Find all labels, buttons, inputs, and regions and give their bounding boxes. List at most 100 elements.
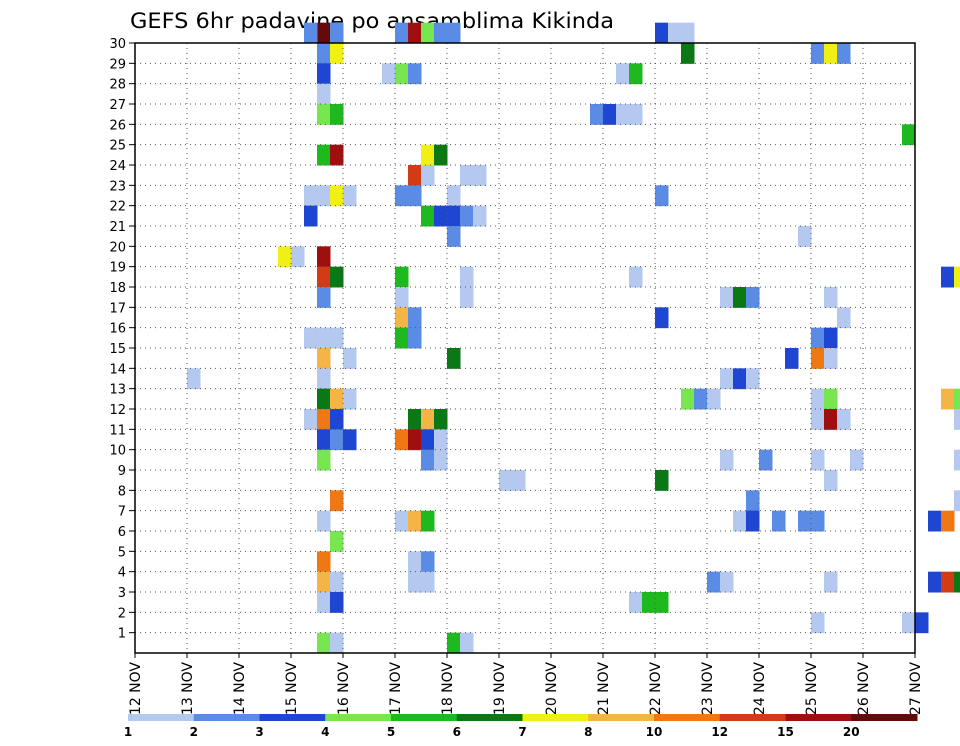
precip-cell <box>343 185 357 207</box>
precip-cell <box>304 409 318 430</box>
precip-cell <box>343 429 357 451</box>
precip-cell <box>395 266 409 288</box>
precip-cell <box>447 226 461 247</box>
colorbar-swatch <box>588 714 655 721</box>
precip-cell <box>434 409 448 430</box>
precip-cell <box>408 22 422 44</box>
precip-cell <box>330 429 344 451</box>
precip-cell <box>707 571 721 593</box>
precip-cell <box>629 63 643 85</box>
x-tick-label: 14 NOV <box>232 662 248 716</box>
precip-cell <box>408 551 422 573</box>
precip-cell <box>187 368 201 390</box>
colorbar-label: 3 <box>255 725 263 739</box>
precip-cell <box>330 592 344 613</box>
precip-cell <box>317 409 331 430</box>
precip-cell <box>928 571 942 593</box>
precip-cell <box>395 307 409 329</box>
y-tick-label: 20 <box>109 240 126 255</box>
x-tick-label: 13 NOV <box>180 662 196 716</box>
precip-cell <box>408 165 422 186</box>
precip-cell <box>694 388 708 410</box>
precip-cell <box>317 185 331 207</box>
precip-cell <box>954 266 960 288</box>
precip-cell <box>434 429 448 451</box>
precip-cell <box>954 388 960 410</box>
y-tick-label: 10 <box>109 444 126 459</box>
y-tick-label: 9 <box>118 464 126 479</box>
precip-cell <box>811 348 825 369</box>
chart-title: GEFS 6hr padavine po ansamblima Kikinda <box>130 9 614 33</box>
y-tick-label: 2 <box>118 606 126 621</box>
precip-cell <box>629 592 643 613</box>
x-tick-label: 19 NOV <box>492 662 508 716</box>
precip-cell <box>720 449 734 471</box>
precip-cell <box>824 287 838 308</box>
precip-cell <box>317 287 331 308</box>
precip-cell <box>317 632 331 654</box>
precip-cell <box>655 185 669 207</box>
precip-cell <box>824 348 838 369</box>
precip-cell <box>343 348 357 369</box>
cells-layer <box>187 22 960 654</box>
colorbar-swatch <box>456 714 523 721</box>
precip-cell <box>330 632 344 654</box>
y-tick-label: 26 <box>109 118 126 133</box>
precip-cell <box>408 185 422 207</box>
precip-cell <box>330 531 344 552</box>
precip-cell <box>590 104 604 125</box>
precip-cell <box>655 470 669 491</box>
precip-cell <box>733 368 747 390</box>
precip-cell <box>603 104 617 125</box>
precip-cell <box>317 104 331 125</box>
y-tick-label: 30 <box>109 37 126 52</box>
precip-cell <box>330 144 344 166</box>
precip-cell <box>837 43 851 64</box>
y-tick-label: 12 <box>109 403 126 418</box>
precip-cell <box>681 388 695 410</box>
colorbar-swatch <box>193 714 260 721</box>
colorbar-label: 20 <box>843 725 860 739</box>
x-axis: 12 NOV 13 NOV 14 NOV 15 NOV 16 NOV 17 NOV 18 N… <box>128 653 924 715</box>
precip-cell <box>421 165 435 186</box>
precip-cell <box>434 22 448 44</box>
precip-cell <box>811 612 825 634</box>
precip-cell <box>798 510 812 532</box>
precip-cell <box>330 104 344 125</box>
precip-cell <box>421 205 435 227</box>
precip-cell <box>421 449 435 471</box>
y-tick-label: 5 <box>118 545 126 560</box>
precip-cell <box>304 205 318 227</box>
y-tick-label: 24 <box>109 159 126 174</box>
precip-cell <box>824 388 838 410</box>
precip-cell <box>681 22 695 44</box>
precip-cell <box>668 22 682 44</box>
precip-cell <box>824 470 838 491</box>
precip-cell <box>408 327 422 349</box>
colorbar-swatch <box>325 714 392 721</box>
colorbar-label: 15 <box>777 725 794 739</box>
precip-cell <box>421 571 435 593</box>
precip-cell <box>421 144 435 166</box>
precip-cell <box>317 144 331 166</box>
precip-cell <box>317 348 331 369</box>
colorbar-label: 7 <box>518 725 526 739</box>
colorbar-swatch <box>259 714 326 721</box>
precip-cell <box>330 388 344 410</box>
precip-cell <box>421 510 435 532</box>
precip-cell <box>382 63 396 85</box>
colorbar-label: 4 <box>321 725 329 739</box>
x-tick-label: 23 NOV <box>700 662 716 716</box>
y-tick-label: 8 <box>118 484 126 499</box>
precip-cell <box>447 632 461 654</box>
precip-cell <box>317 266 331 288</box>
precip-cell <box>811 388 825 410</box>
precip-cell <box>460 632 474 654</box>
x-tick-label: 18 NOV <box>440 662 456 716</box>
precip-cell <box>330 327 344 349</box>
precip-cell <box>746 490 760 512</box>
precip-cell <box>343 388 357 410</box>
precip-cell <box>707 388 721 410</box>
precip-cell <box>317 388 331 410</box>
